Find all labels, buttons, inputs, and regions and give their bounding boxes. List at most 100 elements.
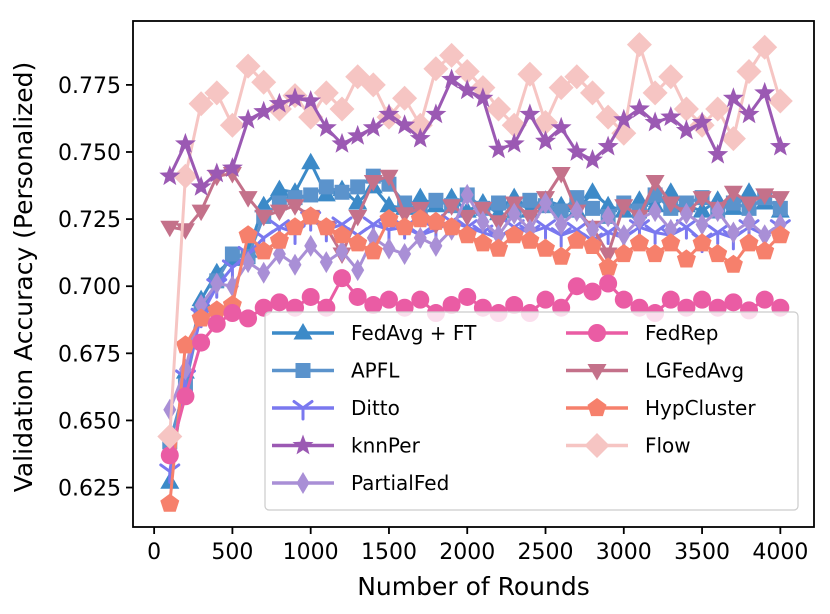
thin-diamond-marker bbox=[241, 251, 255, 274]
triangle-down-marker bbox=[755, 188, 775, 205]
pentagon-marker bbox=[614, 244, 634, 263]
pentagon-marker bbox=[708, 244, 728, 263]
pentagon-marker bbox=[254, 241, 274, 260]
circle-marker bbox=[270, 293, 289, 312]
diamond-marker bbox=[767, 88, 793, 114]
star-marker bbox=[707, 143, 729, 164]
diamond-marker bbox=[188, 91, 214, 117]
series-flow bbox=[157, 32, 793, 449]
pentagon-marker bbox=[442, 217, 462, 236]
thin-diamond-marker bbox=[476, 210, 490, 233]
star-marker bbox=[550, 116, 572, 137]
star-marker bbox=[347, 124, 369, 145]
circle-marker bbox=[755, 290, 774, 309]
square-marker bbox=[318, 179, 334, 195]
pentagon-marker bbox=[536, 238, 555, 257]
pentagon-marker bbox=[316, 217, 336, 236]
thin-diamond-marker bbox=[601, 205, 615, 228]
legend-box bbox=[264, 311, 799, 511]
square-marker bbox=[224, 246, 240, 262]
circle-marker bbox=[599, 274, 618, 293]
star-marker bbox=[159, 165, 181, 186]
star-marker bbox=[535, 130, 556, 151]
y-axis-title: Validation Accuracy (Personalized) bbox=[9, 61, 38, 493]
x-tick-label: 1000 bbox=[283, 540, 339, 565]
pentagon-marker bbox=[504, 225, 524, 244]
star-marker bbox=[722, 87, 744, 108]
circle-marker bbox=[239, 309, 258, 328]
pentagon-marker bbox=[348, 233, 368, 252]
pentagon-marker bbox=[395, 217, 415, 236]
circle-marker bbox=[505, 296, 524, 315]
star-marker bbox=[754, 81, 776, 102]
circle-marker bbox=[693, 290, 712, 309]
pentagon-marker bbox=[426, 211, 446, 230]
thin-diamond-marker bbox=[382, 237, 396, 260]
x-axis-title: Number of Rounds bbox=[357, 572, 590, 601]
thin-diamond-marker bbox=[413, 226, 427, 249]
square-marker bbox=[725, 195, 741, 211]
triangle-down-marker bbox=[645, 175, 665, 192]
diamond-marker bbox=[584, 433, 610, 458]
circle-marker bbox=[364, 296, 383, 315]
triangle-up-marker bbox=[739, 182, 759, 199]
triangle-up-marker bbox=[598, 195, 618, 213]
star-marker bbox=[409, 127, 431, 148]
star-marker bbox=[613, 108, 635, 129]
triangle-down-marker bbox=[238, 191, 258, 208]
pentagon-marker bbox=[520, 230, 540, 249]
triangle-up-marker bbox=[410, 187, 430, 205]
pentagon-marker bbox=[285, 217, 305, 236]
circle-marker bbox=[207, 314, 226, 333]
triangle-up-marker bbox=[269, 179, 289, 197]
legend-label: Flow bbox=[645, 434, 691, 458]
triangle-down-marker bbox=[661, 196, 681, 213]
circle-marker bbox=[301, 287, 320, 306]
square-marker bbox=[303, 187, 319, 203]
tri-down-marker bbox=[550, 227, 572, 248]
circle-marker bbox=[567, 277, 586, 296]
diamond-marker bbox=[329, 96, 355, 122]
star-marker bbox=[519, 103, 541, 124]
y-tick-label: 0.750 bbox=[58, 141, 121, 166]
x-tick-label: 500 bbox=[211, 540, 253, 565]
thin-diamond-marker bbox=[554, 213, 568, 236]
star-marker bbox=[206, 162, 228, 183]
pentagon-marker bbox=[567, 230, 587, 249]
legend-label: HypCluster bbox=[645, 396, 756, 420]
square-marker bbox=[334, 184, 350, 200]
diamond-marker bbox=[392, 85, 418, 111]
pentagon-marker bbox=[755, 241, 775, 260]
thin-diamond-marker bbox=[726, 221, 740, 244]
star-marker bbox=[456, 79, 478, 100]
triangle-up-marker bbox=[254, 195, 274, 213]
star-marker bbox=[691, 111, 713, 132]
y-tick-label: 0.775 bbox=[58, 74, 121, 99]
thin-diamond-marker bbox=[304, 234, 318, 257]
diamond-marker bbox=[564, 64, 590, 90]
thin-diamond-marker bbox=[460, 183, 474, 206]
tri-down-marker bbox=[535, 219, 557, 240]
triangle-down-marker bbox=[770, 191, 790, 208]
circle-marker bbox=[223, 304, 242, 323]
diamond-marker bbox=[580, 80, 605, 106]
pentagon-marker bbox=[739, 233, 759, 252]
pentagon-marker bbox=[160, 493, 180, 512]
thin-diamond-marker bbox=[758, 224, 772, 247]
thin-diamond-marker bbox=[664, 218, 678, 241]
triangle-down-marker bbox=[598, 247, 618, 264]
diamond-marker bbox=[172, 163, 198, 189]
legend-label: APFL bbox=[351, 359, 400, 383]
pentagon-marker bbox=[645, 244, 665, 263]
pentagon-marker bbox=[598, 257, 618, 276]
triangle-down-marker bbox=[723, 185, 743, 203]
x-tick-label: 3500 bbox=[674, 540, 730, 565]
star-marker bbox=[378, 103, 400, 124]
pentagon-marker bbox=[457, 225, 477, 244]
thin-diamond-marker bbox=[539, 192, 552, 214]
square-marker bbox=[350, 179, 366, 195]
diamond-marker bbox=[611, 120, 637, 146]
thin-diamond-marker bbox=[335, 240, 349, 263]
star-marker bbox=[394, 114, 416, 135]
